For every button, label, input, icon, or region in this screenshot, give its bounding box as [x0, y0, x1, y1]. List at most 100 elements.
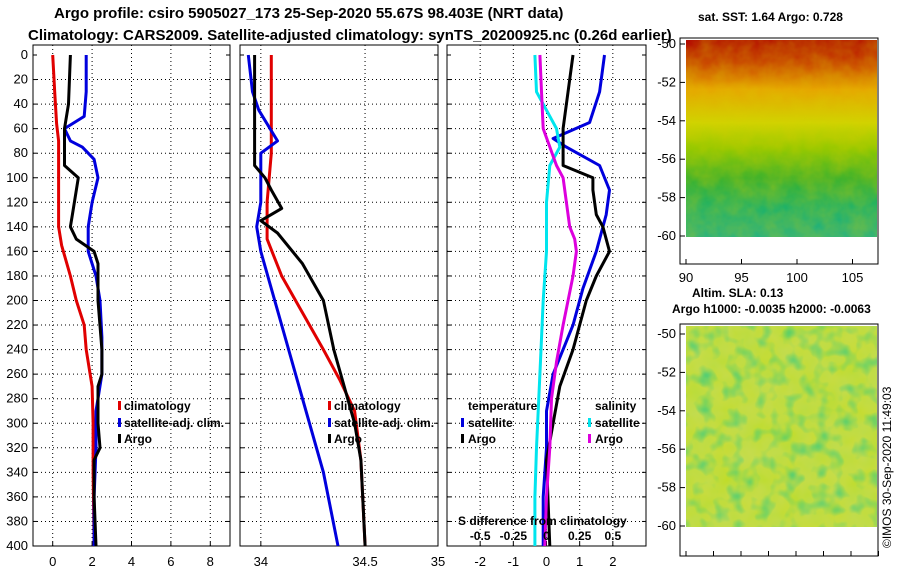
depth-tick-label: 180	[6, 268, 28, 283]
secondary-tick-label: -0.25	[500, 529, 528, 543]
sst-map-texture	[686, 40, 877, 237]
legend-label-satellite: satellite-adj. clim.	[334, 416, 434, 430]
depth-tick-label: 340	[6, 464, 28, 479]
depth-tick-label: 0	[21, 47, 28, 62]
legend-label-climatology: climatology	[334, 399, 401, 413]
figure-title-line2: Climatology: CARS2009. Satellite-adjuste…	[28, 27, 672, 44]
x-tick-label: 2	[88, 554, 95, 569]
sst-map-x-ticks: 90 95 100 105	[679, 259, 879, 556]
map-y-tick-label: -60	[657, 228, 676, 243]
map-x-tick-label: 105	[842, 270, 864, 285]
map-x-tick-label: 100	[786, 270, 808, 285]
legend-swatch-temp-satellite	[461, 418, 464, 427]
x-tick-label: 35	[431, 554, 445, 569]
depth-tick-label: 360	[6, 489, 28, 504]
map-y-tick-label: -50	[657, 326, 676, 341]
legend-swatch-climatology	[328, 401, 331, 410]
sla-map	[679, 323, 879, 557]
depth-tick-label: 80	[14, 145, 28, 160]
depth-tick-label: 300	[6, 415, 28, 430]
x-tick-label: 0	[49, 554, 56, 569]
salinity-difference-ticks: -0.5 -0.25 0 0.25 0.5	[470, 529, 622, 543]
map-y-tick-label: -52	[657, 364, 676, 379]
temperature-legend: climatology satellite-adj. clim. Argo	[118, 399, 224, 446]
x-tick-label: 1	[576, 554, 583, 569]
depth-tick-label: 140	[6, 219, 28, 234]
panel-frame	[239, 44, 439, 547]
depth-tick-label: 60	[14, 121, 28, 136]
series-line-temperature-argo	[545, 54, 611, 547]
depth-tick-label: 40	[14, 96, 28, 111]
sst-map-title: sat. SST: 1.64 Argo: 0.728	[698, 10, 843, 24]
depth-tick-label: 240	[6, 342, 28, 357]
temperature-panel: 0 2 4 6 8	[32, 44, 231, 569]
legend-title-temperature: temperature	[468, 399, 538, 413]
x-tick-label: 6	[167, 554, 174, 569]
legend-swatch-sal-satellite	[588, 418, 591, 427]
depth-tick-label: 100	[6, 170, 28, 185]
secondary-tick-label: 0.25	[568, 529, 592, 543]
x-tick-label: 8	[207, 554, 214, 569]
map-y-tick-label: -52	[657, 74, 676, 89]
series-line-satellite-adj-clim-	[63, 55, 104, 546]
depth-tick-label: 220	[6, 317, 28, 332]
difference-annotation: S difference from climatology	[458, 514, 627, 528]
legend-title-salinity: salinity	[595, 399, 637, 413]
depth-tick-label: 120	[6, 194, 28, 209]
sst-map-y-ticks: -50 -52 -54 -56 -58 -60	[657, 36, 685, 243]
series-line-temperature-satellite	[541, 54, 611, 546]
legend-label-argo: Argo	[124, 432, 152, 446]
map-y-tick-label: -50	[657, 36, 676, 51]
depth-tick-label: 20	[14, 72, 28, 87]
legend-swatch-temp-argo	[461, 434, 464, 443]
sst-map-frame	[679, 37, 879, 265]
map-y-tick-label: -58	[657, 190, 676, 205]
legend-swatch-argo	[118, 434, 121, 443]
x-tick-label: 34	[254, 554, 268, 569]
legend-swatch-climatology	[118, 401, 121, 410]
legend-label-temp-satellite: satellite	[468, 416, 513, 430]
secondary-tick-label: -0.5	[470, 529, 491, 543]
legend-swatch-argo	[328, 434, 331, 443]
figure-title-line1: Argo profile: csiro 5905027_173 25-Sep-2…	[54, 5, 563, 22]
x-tick-label: -1	[508, 554, 520, 569]
difference-panel: -2 -1 0 1 2	[446, 44, 647, 569]
sla-map-y-ticks: -50 -52 -54 -56 -58 -60	[657, 326, 685, 533]
depth-axis: 0 20 40 60 80 100 120 140 160 180 200 220 240 260 280 3…	[6, 47, 28, 553]
series-line-salinity-argo	[538, 54, 578, 547]
series-line-satellite-adj-clim-	[246, 54, 340, 547]
map-x-tick-label: 90	[679, 270, 693, 285]
difference-salinity-legend: salinity satellite Argo	[588, 399, 640, 446]
sla-map-texture-2	[686, 326, 877, 527]
legend-label-sal-argo: Argo	[595, 432, 623, 446]
legend-label-argo: Argo	[334, 432, 362, 446]
sst-map	[679, 37, 879, 265]
secondary-tick-label: 0.5	[604, 529, 621, 543]
x-tick-label: -2	[474, 554, 486, 569]
depth-tick-label: 280	[6, 391, 28, 406]
legend-label-climatology: climatology	[124, 399, 191, 413]
map-y-tick-label: -54	[657, 113, 676, 128]
depth-tick-label: 200	[6, 293, 28, 308]
x-tick-label: 4	[128, 554, 135, 569]
legend-swatch-satellite	[118, 418, 121, 427]
x-tick-label: 34.5	[352, 554, 377, 569]
series-line-argo	[63, 54, 104, 547]
legend-label-satellite: satellite-adj. clim.	[124, 416, 224, 430]
series-line-climatology	[51, 54, 96, 547]
series-line-salinity-satellite	[533, 54, 562, 546]
map-y-tick-label: -56	[657, 151, 676, 166]
depth-tick-label: 400	[6, 538, 28, 553]
x-tick-label: 2	[609, 554, 616, 569]
depth-tick-label: 260	[6, 366, 28, 381]
salinity-panel: 34 34.5 35	[239, 44, 445, 569]
secondary-tick-label: 0	[543, 529, 550, 543]
map-y-tick-label: -56	[657, 441, 676, 456]
depth-tick-label: 160	[6, 243, 28, 258]
sla-map-title-line2: Argo h1000: -0.0035 h2000: -0.0063	[672, 302, 871, 316]
sla-map-frame	[679, 323, 879, 557]
legend-label-temp-argo: Argo	[468, 432, 496, 446]
legend-swatch-sal-argo	[588, 434, 591, 443]
map-y-tick-label: -58	[657, 480, 676, 495]
